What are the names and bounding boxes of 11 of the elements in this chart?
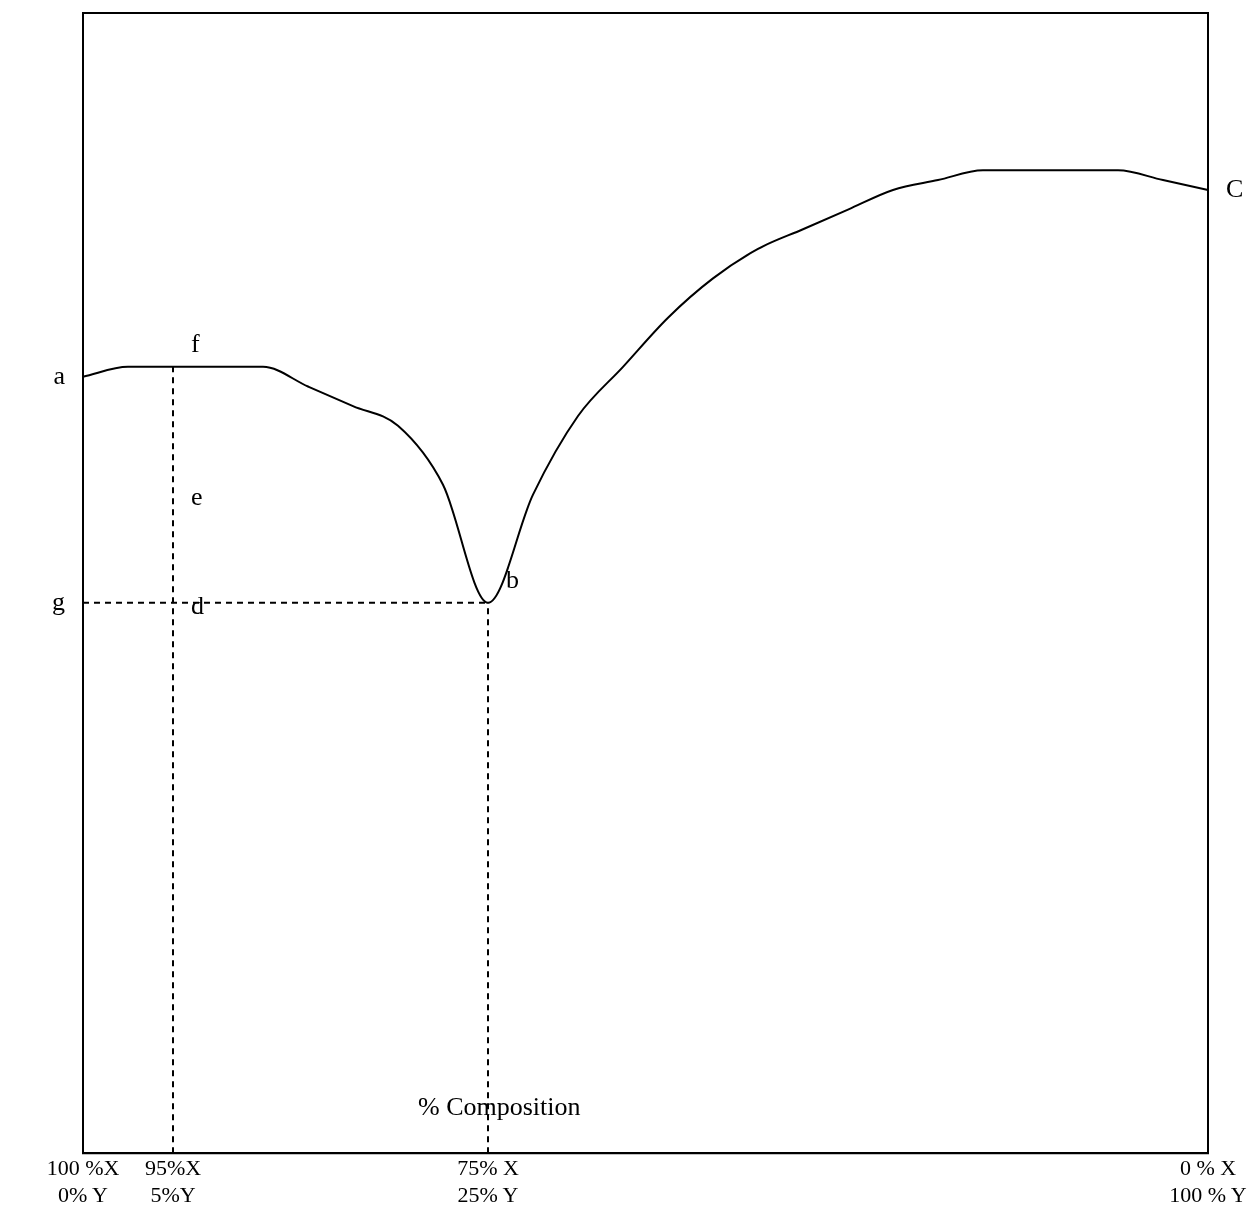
- annotation: g: [52, 586, 65, 616]
- x-tick-label: 75% X 25% Y: [457, 1155, 519, 1207]
- x-axis-title: % Composition: [417, 1092, 581, 1122]
- annotation: a: [53, 360, 66, 390]
- x-tick-label: 100 %X 0% Y: [46, 1155, 120, 1207]
- annotation: b: [506, 564, 519, 594]
- x-tick-label: 0 % X 100 % Y: [1169, 1155, 1247, 1207]
- annotation: f: [191, 328, 200, 358]
- x-tick-label: 95%X 5%Y: [144, 1155, 202, 1207]
- annotation: e: [191, 482, 203, 512]
- annotation: C: [1226, 173, 1244, 203]
